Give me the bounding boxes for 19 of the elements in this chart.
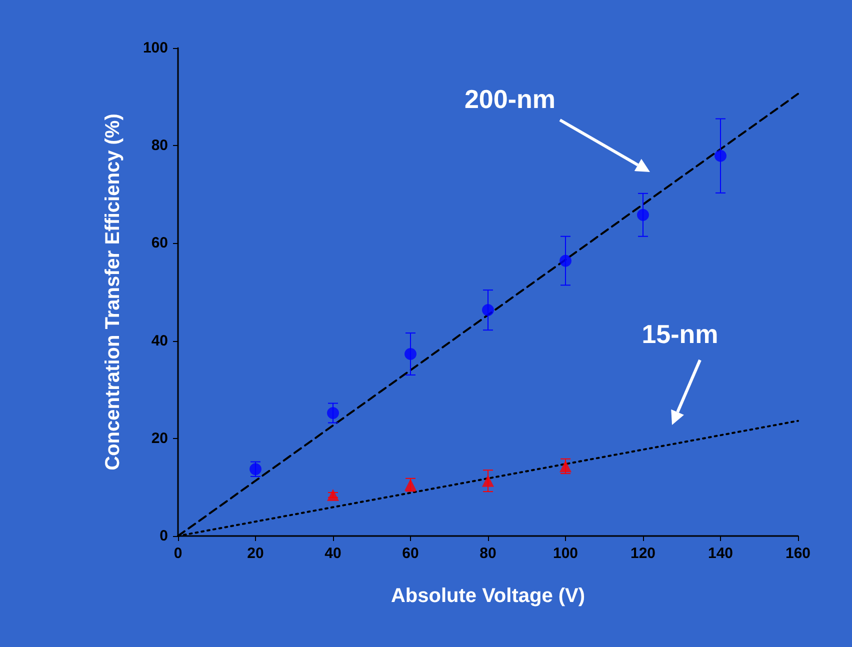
x-tick-label: 80 <box>480 545 496 562</box>
y-tick-label: 80 <box>151 137 168 154</box>
x-tick-label: 60 <box>402 545 419 562</box>
y-tick-label: 100 <box>142 40 168 56</box>
y-tick-label: 60 <box>151 234 168 252</box>
x-tick-label: 100 <box>552 545 578 562</box>
x-tick-label: 20 <box>247 545 264 562</box>
annotation: 200-nm <box>464 84 556 114</box>
x-tick-label: 140 <box>708 545 734 562</box>
y-tick-label: 20 <box>151 430 168 447</box>
x-tick-label: 0 <box>174 545 182 562</box>
y-tick-label: 0 <box>160 528 168 544</box>
x-tick-label: 40 <box>324 545 342 562</box>
annotation: 15-nm <box>642 319 718 349</box>
x-tick-label: 120 <box>630 545 656 562</box>
y-axis-title: Concentration Transfer Efficiency (%) <box>102 114 124 470</box>
x-tick-label: 160 <box>785 545 811 562</box>
y-tick-label: 40 <box>151 332 168 350</box>
x-axis-title: Absolute Voltage (V) <box>390 585 586 607</box>
